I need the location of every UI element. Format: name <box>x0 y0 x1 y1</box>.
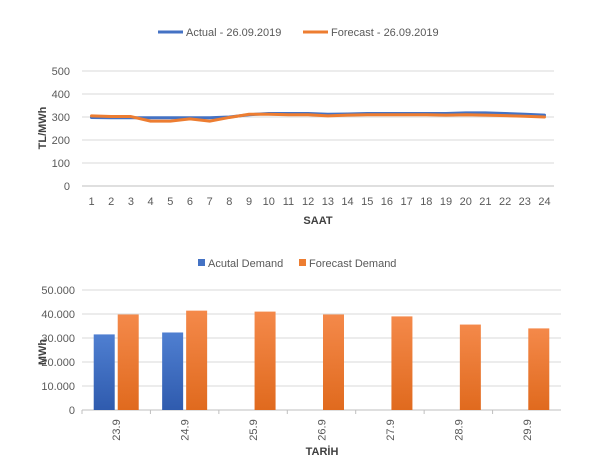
line-chart-x-tick: 16 <box>381 196 393 208</box>
line-chart-x-tick: 18 <box>420 196 432 208</box>
line-chart-gridlines <box>82 70 554 187</box>
line-chart-x-tick: 22 <box>499 196 511 208</box>
line-chart-x-tick: 15 <box>361 196 373 208</box>
bar-forecast-demand <box>391 316 413 410</box>
legend-swatch-actual-demand <box>198 259 205 266</box>
bar-chart-gridlines <box>82 289 561 411</box>
line-chart-y-tick: 400 <box>52 89 70 101</box>
line-chart-x-tick: 13 <box>322 196 334 208</box>
bar-chart-y-tick: 40.000 <box>41 309 75 321</box>
legend-label-actual: Actual - 26.09.2019 <box>186 27 281 39</box>
bar-chart-y-tick: 10.000 <box>41 381 75 393</box>
bar-actual-demand <box>162 332 184 410</box>
line-chart-x-tick: 10 <box>263 196 275 208</box>
line-chart-x-tick: 20 <box>460 196 472 208</box>
line-series-forecast <box>90 112 546 123</box>
bar-forecast-demand <box>117 314 139 410</box>
line-chart-x-tick: 12 <box>302 196 314 208</box>
line-chart-x-tick: 24 <box>538 196 550 208</box>
bar-chart-x-axis-label: TARİH <box>306 445 339 458</box>
bar-chart-x-tick: 27.9 <box>385 419 397 440</box>
line-chart-y-tick-labels: 0 100 200 300 400 500 <box>52 66 70 193</box>
bar-chart-x-tick: 29.9 <box>522 419 534 440</box>
legend-label-actual-demand: Acutal Demand <box>208 258 283 270</box>
legend-swatch-forecast-demand <box>299 259 306 266</box>
line-chart-x-tick: 14 <box>341 196 353 208</box>
line-chart-y-tick: 100 <box>52 158 70 170</box>
bar-chart-x-tick: 25.9 <box>248 419 260 440</box>
line-chart-y-tick: 500 <box>52 66 70 78</box>
line-chart-x-tick: 5 <box>167 196 173 208</box>
line-chart-x-tick: 9 <box>246 196 252 208</box>
bar-forecast-demand <box>459 324 481 410</box>
line-chart-x-tick: 19 <box>440 196 452 208</box>
bar-chart-x-tick: 26.9 <box>317 419 329 440</box>
bar-chart-y-tick: 50.000 <box>41 285 75 297</box>
line-chart-y-tick: 200 <box>52 135 70 147</box>
bar-chart-legend: Acutal Demand Forecast Demand <box>198 258 396 270</box>
line-chart-x-tick: 17 <box>401 196 413 208</box>
line-chart-x-tick: 11 <box>283 196 294 208</box>
line-chart-x-tick: 2 <box>108 196 114 208</box>
line-chart-x-tick: 8 <box>226 196 232 208</box>
bar-chart-x-tick: 23.9 <box>111 419 123 440</box>
legend-label-forecast: Forecast - 26.09.2019 <box>331 27 439 39</box>
bar-forecast-demand <box>186 310 208 410</box>
line-chart-series <box>90 111 546 123</box>
line-chart-x-tick: 3 <box>128 196 134 208</box>
line-chart-x-tick: 1 <box>88 196 94 208</box>
bar-chart-x-tick: 28.9 <box>453 419 465 440</box>
bar-forecast-demand <box>254 311 276 410</box>
line-chart-x-tick: 23 <box>519 196 531 208</box>
line-chart-x-axis-label: SAAT <box>303 215 332 227</box>
bar-chart-x-tick: 24.9 <box>180 419 192 440</box>
bar-chart-y-tick-labels: 0 10.000 20.000 30.000 40.000 50.000 <box>41 285 75 417</box>
legend-label-forecast-demand: Forecast Demand <box>309 258 396 270</box>
line-chart-x-tick: 4 <box>148 196 154 208</box>
line-chart-legend: Actual - 26.09.2019 Forecast - 26.09.201… <box>158 27 439 39</box>
bar-forecast-demand <box>323 314 344 410</box>
bar-chart-bars <box>93 310 550 410</box>
line-chart-x-tick-labels: 1 2 3 4 5 6 7 8 9 10 11 12 13 14 15 16 17 18 19 20 21 22 23 24 <box>88 196 550 208</box>
bar-chart-x-tick-labels: 23.9 24.9 25.9 26.9 27.9 28.9 29.9 <box>81 410 534 441</box>
line-chart-y-tick: 300 <box>52 112 70 124</box>
line-chart-x-tick: 6 <box>187 196 193 208</box>
bar-chart-y-tick: 20.000 <box>41 357 75 369</box>
line-chart-x-tick: 7 <box>207 196 213 208</box>
line-chart-x-tick: 21 <box>479 196 491 208</box>
bar-chart-y-tick: 0 <box>69 405 75 417</box>
line-chart-y-tick: 0 <box>64 181 70 193</box>
bar-actual-demand <box>93 334 115 410</box>
bar-chart-y-axis-label: MWh <box>37 339 49 366</box>
bar-chart: Acutal Demand Forecast Demand 0 10.000 20.… <box>37 258 561 458</box>
line-chart: Actual - 26.09.2019 Forecast - 26.09.201… <box>37 27 554 227</box>
bar-forecast-demand <box>528 328 550 410</box>
bar-chart-y-tick: 30.000 <box>41 333 75 345</box>
line-chart-y-axis-label: TL/MWh <box>37 106 49 149</box>
